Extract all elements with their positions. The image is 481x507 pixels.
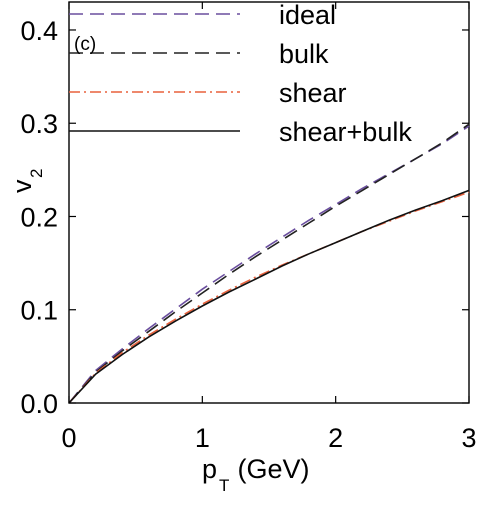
series-line-shear <box>68 191 470 404</box>
svg-text:2: 2 <box>27 169 46 178</box>
axis-ticks: 0 1 2 3 0.0 0.1 0.2 0.3 0.4 <box>20 2 477 453</box>
series-line-ideal <box>68 125 470 404</box>
plot-frame <box>68 1 470 404</box>
x-tick-label: 3 <box>461 423 476 453</box>
series-line-shear-plus-bulk <box>68 189 470 404</box>
x-tick-label: 0 <box>61 423 76 453</box>
panel-label: (c) <box>74 34 96 55</box>
y-axis-label: v 2 <box>7 169 46 193</box>
legend-label: shear <box>279 78 347 108</box>
svg-text:T: T <box>219 476 229 495</box>
x-tick-label: 2 <box>328 423 343 453</box>
x-tick-label: 1 <box>195 423 210 453</box>
series-line-bulk <box>68 123 470 404</box>
y-tick-label: 0.3 <box>20 109 58 139</box>
legend-label: shear+bulk <box>279 117 412 147</box>
y-tick-label: 0.0 <box>20 389 58 419</box>
legend-label: ideal <box>279 0 336 30</box>
series-curves <box>68 123 470 404</box>
plot-border <box>68 1 470 404</box>
legend-label: bulk <box>279 39 329 69</box>
svg-text:v: v <box>7 179 37 193</box>
svg-text:p: p <box>202 454 217 484</box>
legend: ideal bulk shear shear+bulk <box>69 0 412 147</box>
x-axis-label: p T (GeV) <box>202 454 310 495</box>
svg-text:(GeV): (GeV) <box>230 454 310 484</box>
y-tick-label: 0.2 <box>20 202 58 232</box>
y-tick-label: 0.4 <box>20 16 58 46</box>
y-tick-label: 0.1 <box>20 296 58 326</box>
